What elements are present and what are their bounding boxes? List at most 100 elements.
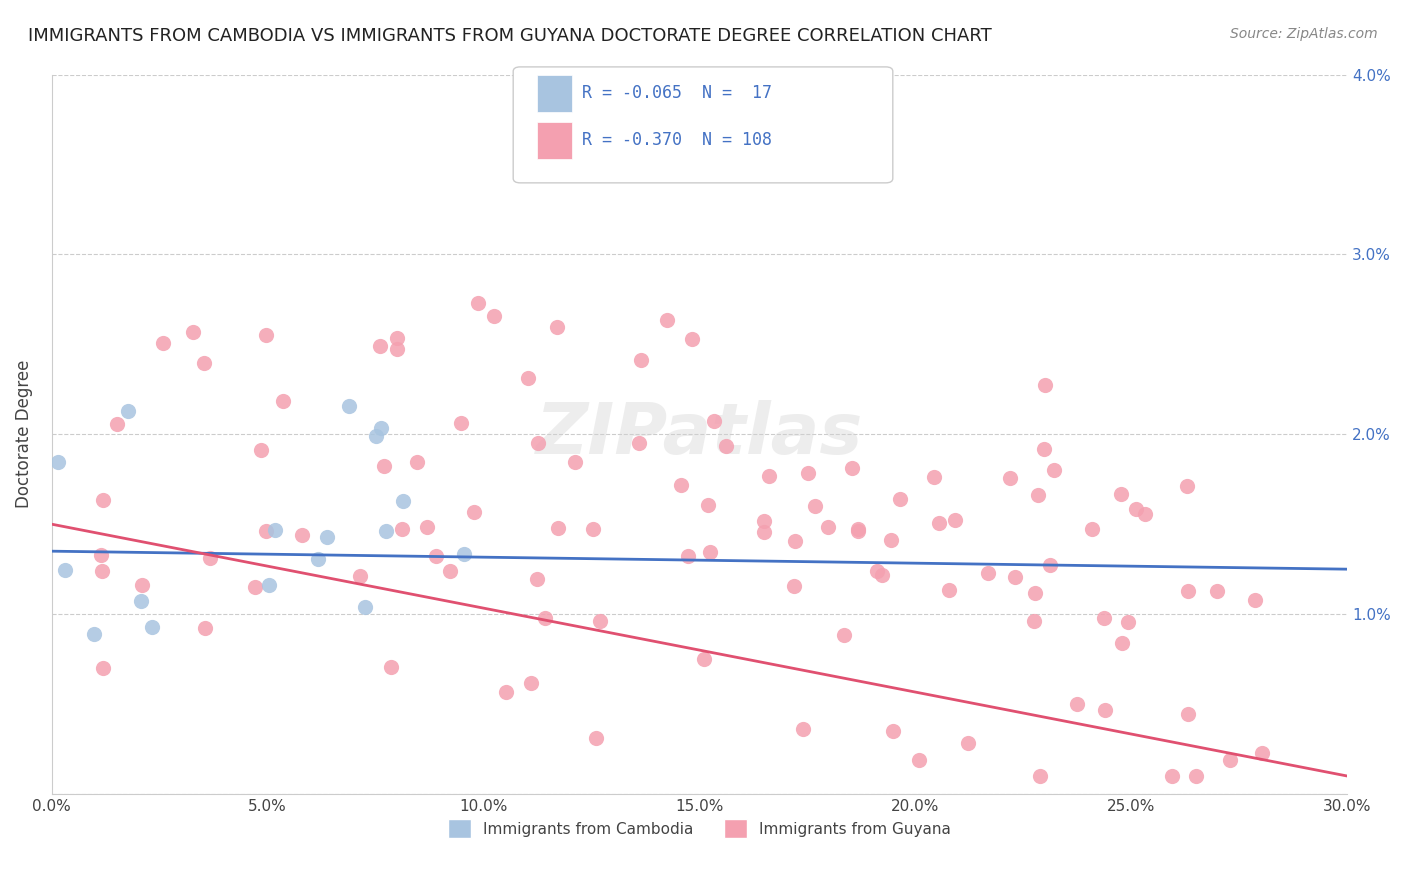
- Point: [699, 545, 721, 559]
- Point: [380, 660, 402, 674]
- Point: [703, 414, 725, 428]
- Point: [415, 520, 437, 534]
- Text: R = -0.370  N = 108: R = -0.370 N = 108: [582, 131, 772, 149]
- Point: [374, 524, 396, 538]
- Point: [564, 454, 586, 468]
- Point: [928, 516, 950, 530]
- Point: [846, 522, 869, 536]
- Point: [792, 722, 814, 736]
- Point: [90, 564, 112, 578]
- Point: [392, 493, 415, 508]
- Point: [405, 455, 427, 469]
- Point: [1206, 583, 1229, 598]
- Point: [257, 578, 280, 592]
- Point: [832, 628, 855, 642]
- Point: [655, 313, 678, 327]
- Point: [129, 594, 152, 608]
- Point: [880, 533, 903, 548]
- Point: [467, 296, 489, 310]
- Point: [669, 478, 692, 492]
- Point: [450, 416, 472, 430]
- Point: [714, 440, 737, 454]
- Point: [977, 566, 1000, 581]
- Point: [194, 621, 217, 635]
- Point: [1043, 462, 1066, 476]
- Point: [425, 549, 447, 563]
- Point: [495, 684, 517, 698]
- Point: [1118, 615, 1140, 629]
- Point: [1251, 746, 1274, 760]
- Point: [264, 524, 287, 538]
- Point: [250, 443, 273, 458]
- Point: [368, 339, 391, 353]
- Point: [526, 572, 548, 586]
- Point: [291, 528, 314, 542]
- Point: [797, 467, 820, 481]
- Point: [1004, 570, 1026, 584]
- Point: [534, 611, 557, 625]
- Point: [482, 309, 505, 323]
- Point: [370, 420, 392, 434]
- Point: [141, 620, 163, 634]
- Point: [752, 525, 775, 540]
- Point: [938, 582, 960, 597]
- Point: [1022, 614, 1045, 628]
- Point: [1185, 769, 1208, 783]
- Point: [1125, 501, 1147, 516]
- Point: [785, 533, 807, 548]
- Point: [353, 600, 375, 615]
- Point: [90, 549, 112, 563]
- Point: [628, 435, 651, 450]
- Point: [924, 469, 946, 483]
- Point: [866, 564, 889, 578]
- Text: R = -0.065  N =  17: R = -0.065 N = 17: [582, 85, 772, 103]
- Text: IMMIGRANTS FROM CAMBODIA VS IMMIGRANTS FROM GUYANA DOCTORATE DEGREE CORRELATION : IMMIGRANTS FROM CAMBODIA VS IMMIGRANTS F…: [28, 27, 991, 45]
- Point: [131, 577, 153, 591]
- Point: [846, 524, 869, 538]
- Point: [516, 371, 538, 385]
- Point: [1033, 378, 1056, 392]
- Point: [200, 550, 222, 565]
- Point: [907, 753, 929, 767]
- Point: [105, 417, 128, 431]
- Point: [998, 470, 1021, 484]
- Point: [527, 436, 550, 450]
- Point: [1160, 769, 1182, 783]
- Point: [697, 498, 720, 512]
- Point: [872, 568, 894, 582]
- Text: ZIPatlas: ZIPatlas: [536, 400, 863, 469]
- Point: [1109, 487, 1132, 501]
- Point: [181, 325, 204, 339]
- Point: [547, 521, 569, 535]
- Point: [1219, 753, 1241, 767]
- Point: [1066, 697, 1088, 711]
- Point: [752, 515, 775, 529]
- Point: [463, 505, 485, 519]
- Point: [1133, 507, 1156, 521]
- Point: [1175, 479, 1198, 493]
- Point: [1032, 442, 1054, 456]
- Point: [91, 661, 114, 675]
- Point: [366, 429, 388, 443]
- Point: [841, 461, 863, 475]
- Point: [1029, 769, 1052, 783]
- Point: [453, 547, 475, 561]
- Point: [804, 500, 827, 514]
- Point: [783, 579, 806, 593]
- Point: [957, 737, 980, 751]
- Point: [387, 331, 409, 345]
- Point: [349, 569, 371, 583]
- Point: [943, 513, 966, 527]
- Point: [83, 627, 105, 641]
- Point: [630, 353, 652, 368]
- Point: [391, 522, 413, 536]
- Y-axis label: Doctorate Degree: Doctorate Degree: [15, 360, 32, 508]
- Point: [817, 520, 839, 534]
- Point: [889, 492, 911, 507]
- Point: [682, 332, 704, 346]
- Point: [1244, 593, 1267, 607]
- Point: [373, 458, 395, 473]
- Point: [91, 493, 114, 508]
- Point: [519, 675, 541, 690]
- Point: [439, 564, 461, 578]
